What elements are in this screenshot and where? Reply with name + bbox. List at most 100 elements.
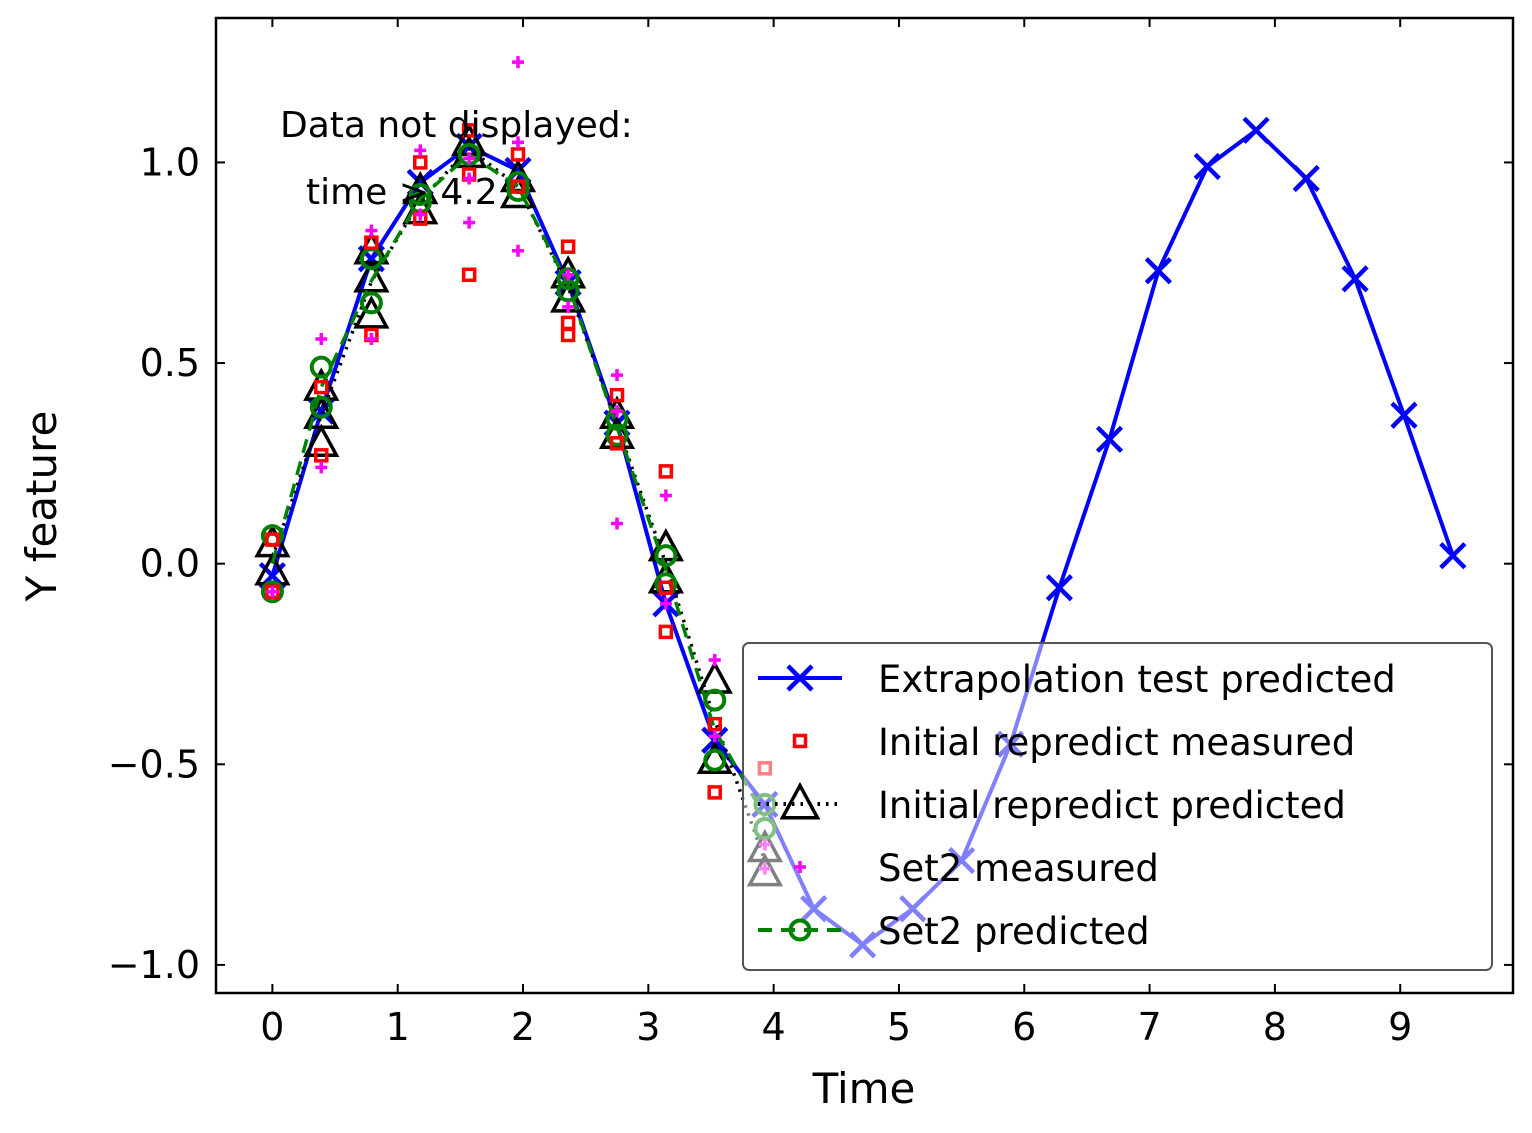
- y-tick-label: 0.5: [140, 341, 200, 385]
- data-point: [1095, 425, 1124, 453]
- legend-sample: [794, 861, 806, 873]
- legend-label-set2-predicted: Set2 predicted: [878, 910, 1150, 953]
- legend-marker: [788, 918, 812, 942]
- x-tick-label: 7: [1137, 1005, 1161, 1049]
- data-point: [463, 152, 476, 165]
- legend-sample: [792, 733, 808, 749]
- data-point: [1390, 401, 1418, 429]
- data-point: [461, 123, 477, 138]
- data-point: [314, 379, 329, 395]
- data-point: [353, 295, 390, 329]
- data-point: [560, 239, 576, 254]
- data-point: [309, 395, 333, 419]
- data-point: [605, 423, 629, 447]
- data-point: [1292, 164, 1320, 193]
- legend-sample: [758, 781, 842, 820]
- data-point: [414, 144, 427, 157]
- data-point: [562, 268, 575, 281]
- data-point: [413, 155, 428, 170]
- data-point: [556, 279, 580, 303]
- y-tick-label: 0.0: [140, 542, 200, 586]
- legend: Extrapolation test predicted Initial rep…: [742, 642, 1493, 971]
- annotation-line-1: Data not displayed:: [280, 105, 633, 146]
- legend-label-set2-measured: Set2 measured: [878, 847, 1159, 890]
- data-point: [609, 436, 625, 451]
- data-point: [562, 300, 575, 313]
- x-tick-label: 3: [636, 1005, 660, 1049]
- data-point: [463, 172, 476, 185]
- legend-marker: [786, 664, 814, 692]
- data-point: [414, 208, 427, 221]
- data-point: [314, 448, 329, 463]
- axis-ticks: 0 1 2 3 4 5 6 7 8 9 −1.0 −0.5 0.0 0.5 1.0: [108, 18, 1513, 1049]
- x-tick-label: 1: [386, 1005, 410, 1049]
- legend-marker: [779, 781, 821, 820]
- data-point: [510, 179, 526, 194]
- data-point: [315, 332, 328, 345]
- data-point: [365, 224, 378, 237]
- legend-box: [742, 642, 1493, 971]
- legend-sample: [758, 664, 842, 692]
- data-point: [463, 216, 476, 229]
- data-point: [265, 532, 280, 547]
- legend-marker: [792, 733, 808, 749]
- data-point: [658, 464, 674, 479]
- data-point: [1242, 116, 1270, 144]
- data-point: [364, 235, 379, 250]
- data-point: [707, 716, 722, 732]
- data-point: [659, 489, 672, 502]
- x-tick-label: 6: [1012, 1005, 1036, 1049]
- data-point: [1193, 152, 1221, 181]
- data-point: [708, 653, 721, 666]
- data-point: [461, 267, 477, 283]
- data-point: [703, 688, 727, 712]
- legend-samples: [758, 664, 842, 942]
- y-axis-label: Y feature: [17, 411, 66, 603]
- legend-sample: [758, 918, 842, 942]
- x-tick-label: 4: [762, 1005, 786, 1049]
- legend-marker: [794, 861, 806, 873]
- annotation-line-2: time > 4.2: [306, 172, 498, 213]
- data-point: [658, 624, 674, 640]
- x-tick-label: 8: [1263, 1005, 1287, 1049]
- y-tick-label: −0.5: [108, 742, 200, 786]
- data-point: [303, 423, 340, 458]
- data-point: [560, 327, 576, 343]
- x-tick-label: 5: [887, 1005, 911, 1049]
- series-line: [270, 152, 767, 818]
- data-point: [609, 387, 625, 403]
- data-point: [266, 585, 279, 598]
- data-point: [1045, 574, 1073, 602]
- x-tick-label: 2: [511, 1005, 535, 1049]
- legend-label-initial-measured: Initial repredict measured: [878, 721, 1355, 764]
- y-tick-label: −1.0: [108, 943, 200, 987]
- x-tick-label: 0: [260, 1005, 284, 1049]
- data-point: [365, 332, 378, 345]
- plot-frame: [214, 16, 1515, 995]
- data-point: [708, 730, 721, 743]
- data-point: [512, 244, 525, 257]
- data-point: [703, 748, 727, 772]
- data-point: [260, 580, 284, 604]
- series-set2-measured: [266, 56, 771, 875]
- data-point: [659, 597, 672, 610]
- data-point: [1439, 542, 1467, 570]
- legend-label-initial-predicted: Initial repredict predicted: [878, 784, 1346, 827]
- legend-label-extrapolation: Extrapolation test predicted: [878, 658, 1396, 701]
- x-tick-label: 9: [1388, 1005, 1412, 1049]
- data-point: [611, 517, 624, 530]
- data-point: [315, 461, 328, 474]
- data-point: [1341, 265, 1369, 293]
- data-point: [359, 291, 383, 315]
- data-point: [512, 56, 525, 69]
- data-point: [654, 544, 678, 568]
- y-tick-label: 1.0: [140, 140, 200, 184]
- data-point: [353, 259, 390, 293]
- data-point: [658, 580, 674, 596]
- data-point: [1144, 257, 1172, 285]
- data-point: [512, 136, 525, 149]
- data-point: [510, 147, 526, 162]
- data-point: [707, 785, 722, 800]
- x-axis-label: Time: [812, 1064, 916, 1113]
